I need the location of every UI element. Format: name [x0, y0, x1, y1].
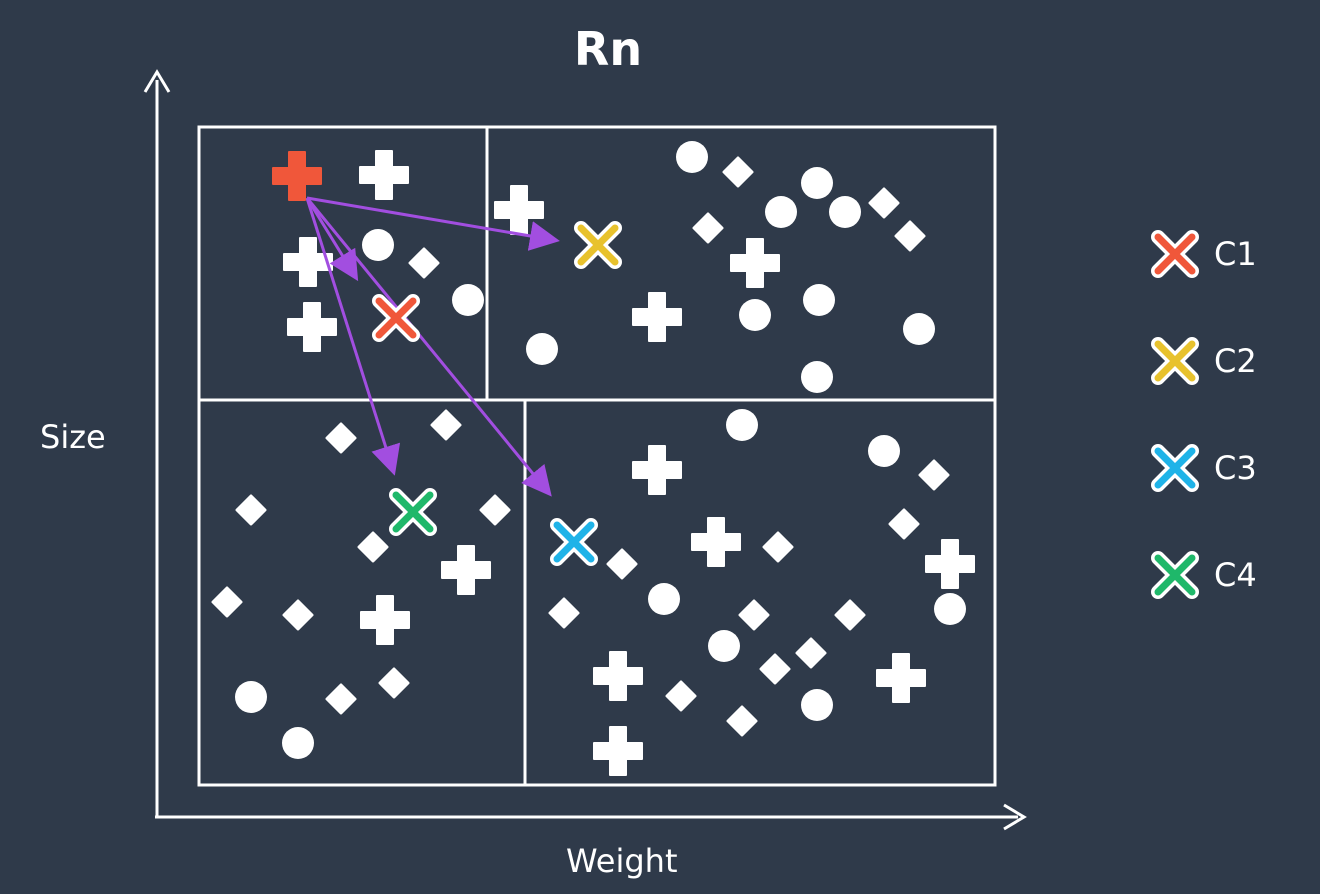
circle-point	[526, 333, 558, 365]
legend-item-c2: C2	[1148, 335, 1298, 387]
diamond-point	[235, 494, 267, 526]
diamond-point	[430, 409, 462, 441]
plus-point	[283, 237, 333, 287]
diamond-point	[834, 599, 866, 631]
diamond-point	[408, 247, 440, 279]
c3-cross-icon	[1151, 444, 1199, 492]
y-axis-label: Size	[40, 418, 106, 456]
circle-point	[829, 196, 861, 228]
partition-cells	[197, 125, 997, 787]
diamond-point	[325, 422, 357, 454]
axes	[143, 69, 1027, 831]
diamond-point	[606, 548, 638, 580]
distance-arrow	[305, 197, 359, 282]
diamond-point	[548, 597, 580, 629]
legend: C1 C2 C3 C4	[1148, 228, 1298, 656]
plus-point	[441, 545, 491, 595]
legend-label-c2: C2	[1214, 342, 1257, 380]
x-axis-arrowhead	[1003, 803, 1027, 831]
centroid-c1-cross-icon	[372, 294, 420, 342]
diamond-point	[759, 653, 791, 685]
diamond-point	[357, 531, 389, 563]
diamond-point	[692, 212, 724, 244]
centroid-c3-cross-icon	[550, 518, 598, 566]
diamond-point	[665, 680, 697, 712]
legend-label-c1: C1	[1214, 235, 1257, 273]
legend-item-c4: C4	[1148, 549, 1298, 601]
circle-point	[801, 167, 833, 199]
plus-point	[593, 651, 643, 701]
diamond-point	[918, 459, 950, 491]
circle-point	[903, 313, 935, 345]
centroid-c4-cross-icon	[389, 488, 437, 536]
plus-point	[691, 517, 741, 567]
centroid-c2-cross-icon	[574, 221, 622, 269]
circle-point	[362, 229, 394, 261]
cell-c3	[523, 398, 997, 787]
diamond-point	[762, 531, 794, 563]
cell-c1	[197, 125, 489, 402]
circle-point	[803, 284, 835, 316]
diamond-point	[738, 599, 770, 631]
circle-point	[739, 299, 771, 331]
diamond-point	[722, 156, 754, 188]
circle-point	[676, 141, 708, 173]
centroids	[372, 221, 622, 566]
circle-point	[726, 409, 758, 441]
diamond-point	[378, 667, 410, 699]
diamond-point	[888, 508, 920, 540]
c2-cross-icon	[1151, 337, 1199, 385]
distance-arrow	[305, 197, 552, 497]
circle-point	[801, 689, 833, 721]
cell-c4	[197, 398, 527, 787]
plus-point	[876, 653, 926, 703]
plus-point	[632, 292, 682, 342]
legend-label-c3: C3	[1214, 449, 1257, 487]
circle-point	[765, 196, 797, 228]
circle-point	[708, 630, 740, 662]
c1-cross-icon	[1151, 230, 1199, 278]
diamond-point	[479, 494, 511, 526]
plus-point	[730, 238, 780, 288]
circle-point	[235, 681, 267, 713]
diamond-point	[211, 586, 243, 618]
distance-arrow	[306, 196, 560, 251]
diamond-point	[795, 637, 827, 669]
diamond-point	[325, 683, 357, 715]
circle-point	[868, 435, 900, 467]
plus-point	[632, 445, 682, 495]
diamond-point	[282, 599, 314, 631]
circle-point	[282, 727, 314, 759]
diamond-point	[894, 220, 926, 252]
circle-point	[452, 284, 484, 316]
data-points	[211, 141, 975, 776]
x-axis-label: Weight	[566, 842, 678, 880]
query-point	[272, 151, 322, 201]
plus-point	[360, 595, 410, 645]
diagram-title: Rn	[573, 22, 643, 76]
y-axis-arrowhead	[143, 69, 171, 93]
plus-point	[593, 726, 643, 776]
diamond-point	[868, 187, 900, 219]
query-plus-point	[272, 151, 322, 201]
distance-arrows	[305, 196, 560, 497]
plus-point	[359, 150, 409, 200]
diamond-point	[726, 705, 758, 737]
plus-point	[287, 302, 337, 352]
plus-point	[494, 185, 544, 235]
plus-point	[925, 539, 975, 589]
circle-point	[648, 583, 680, 615]
circle-point	[934, 593, 966, 625]
legend-label-c4: C4	[1214, 556, 1257, 594]
legend-item-c3: C3	[1148, 442, 1298, 494]
legend-item-c1: C1	[1148, 228, 1298, 280]
distance-arrow	[305, 197, 401, 476]
c4-cross-icon	[1151, 551, 1199, 599]
circle-point	[801, 361, 833, 393]
